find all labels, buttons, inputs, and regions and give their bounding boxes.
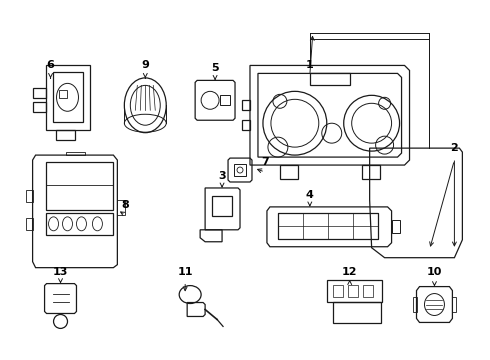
Text: 1: 1: [306, 60, 314, 71]
Text: 4: 4: [306, 190, 314, 200]
Bar: [234, 164, 246, 176]
Bar: [58, 90, 67, 98]
Text: 12: 12: [342, 267, 357, 276]
Bar: [46, 213, 113, 235]
Text: 7: 7: [261, 157, 269, 167]
Bar: [310, 73, 350, 85]
Text: 5: 5: [211, 63, 219, 73]
Bar: [348, 285, 358, 297]
Bar: [327, 280, 382, 302]
Bar: [333, 302, 381, 323]
Text: 6: 6: [47, 60, 54, 71]
Text: 10: 10: [427, 267, 442, 276]
Text: 3: 3: [218, 171, 226, 181]
Bar: [333, 285, 343, 297]
Bar: [362, 165, 380, 179]
Bar: [278, 213, 378, 239]
Bar: [280, 165, 298, 179]
Text: 13: 13: [53, 267, 68, 276]
Text: 8: 8: [122, 200, 129, 210]
Bar: [220, 95, 230, 105]
Bar: [46, 162, 113, 210]
Bar: [363, 285, 372, 297]
Text: 11: 11: [177, 267, 193, 276]
Text: 2: 2: [450, 143, 458, 153]
Text: 9: 9: [141, 60, 149, 71]
Bar: [212, 196, 232, 216]
